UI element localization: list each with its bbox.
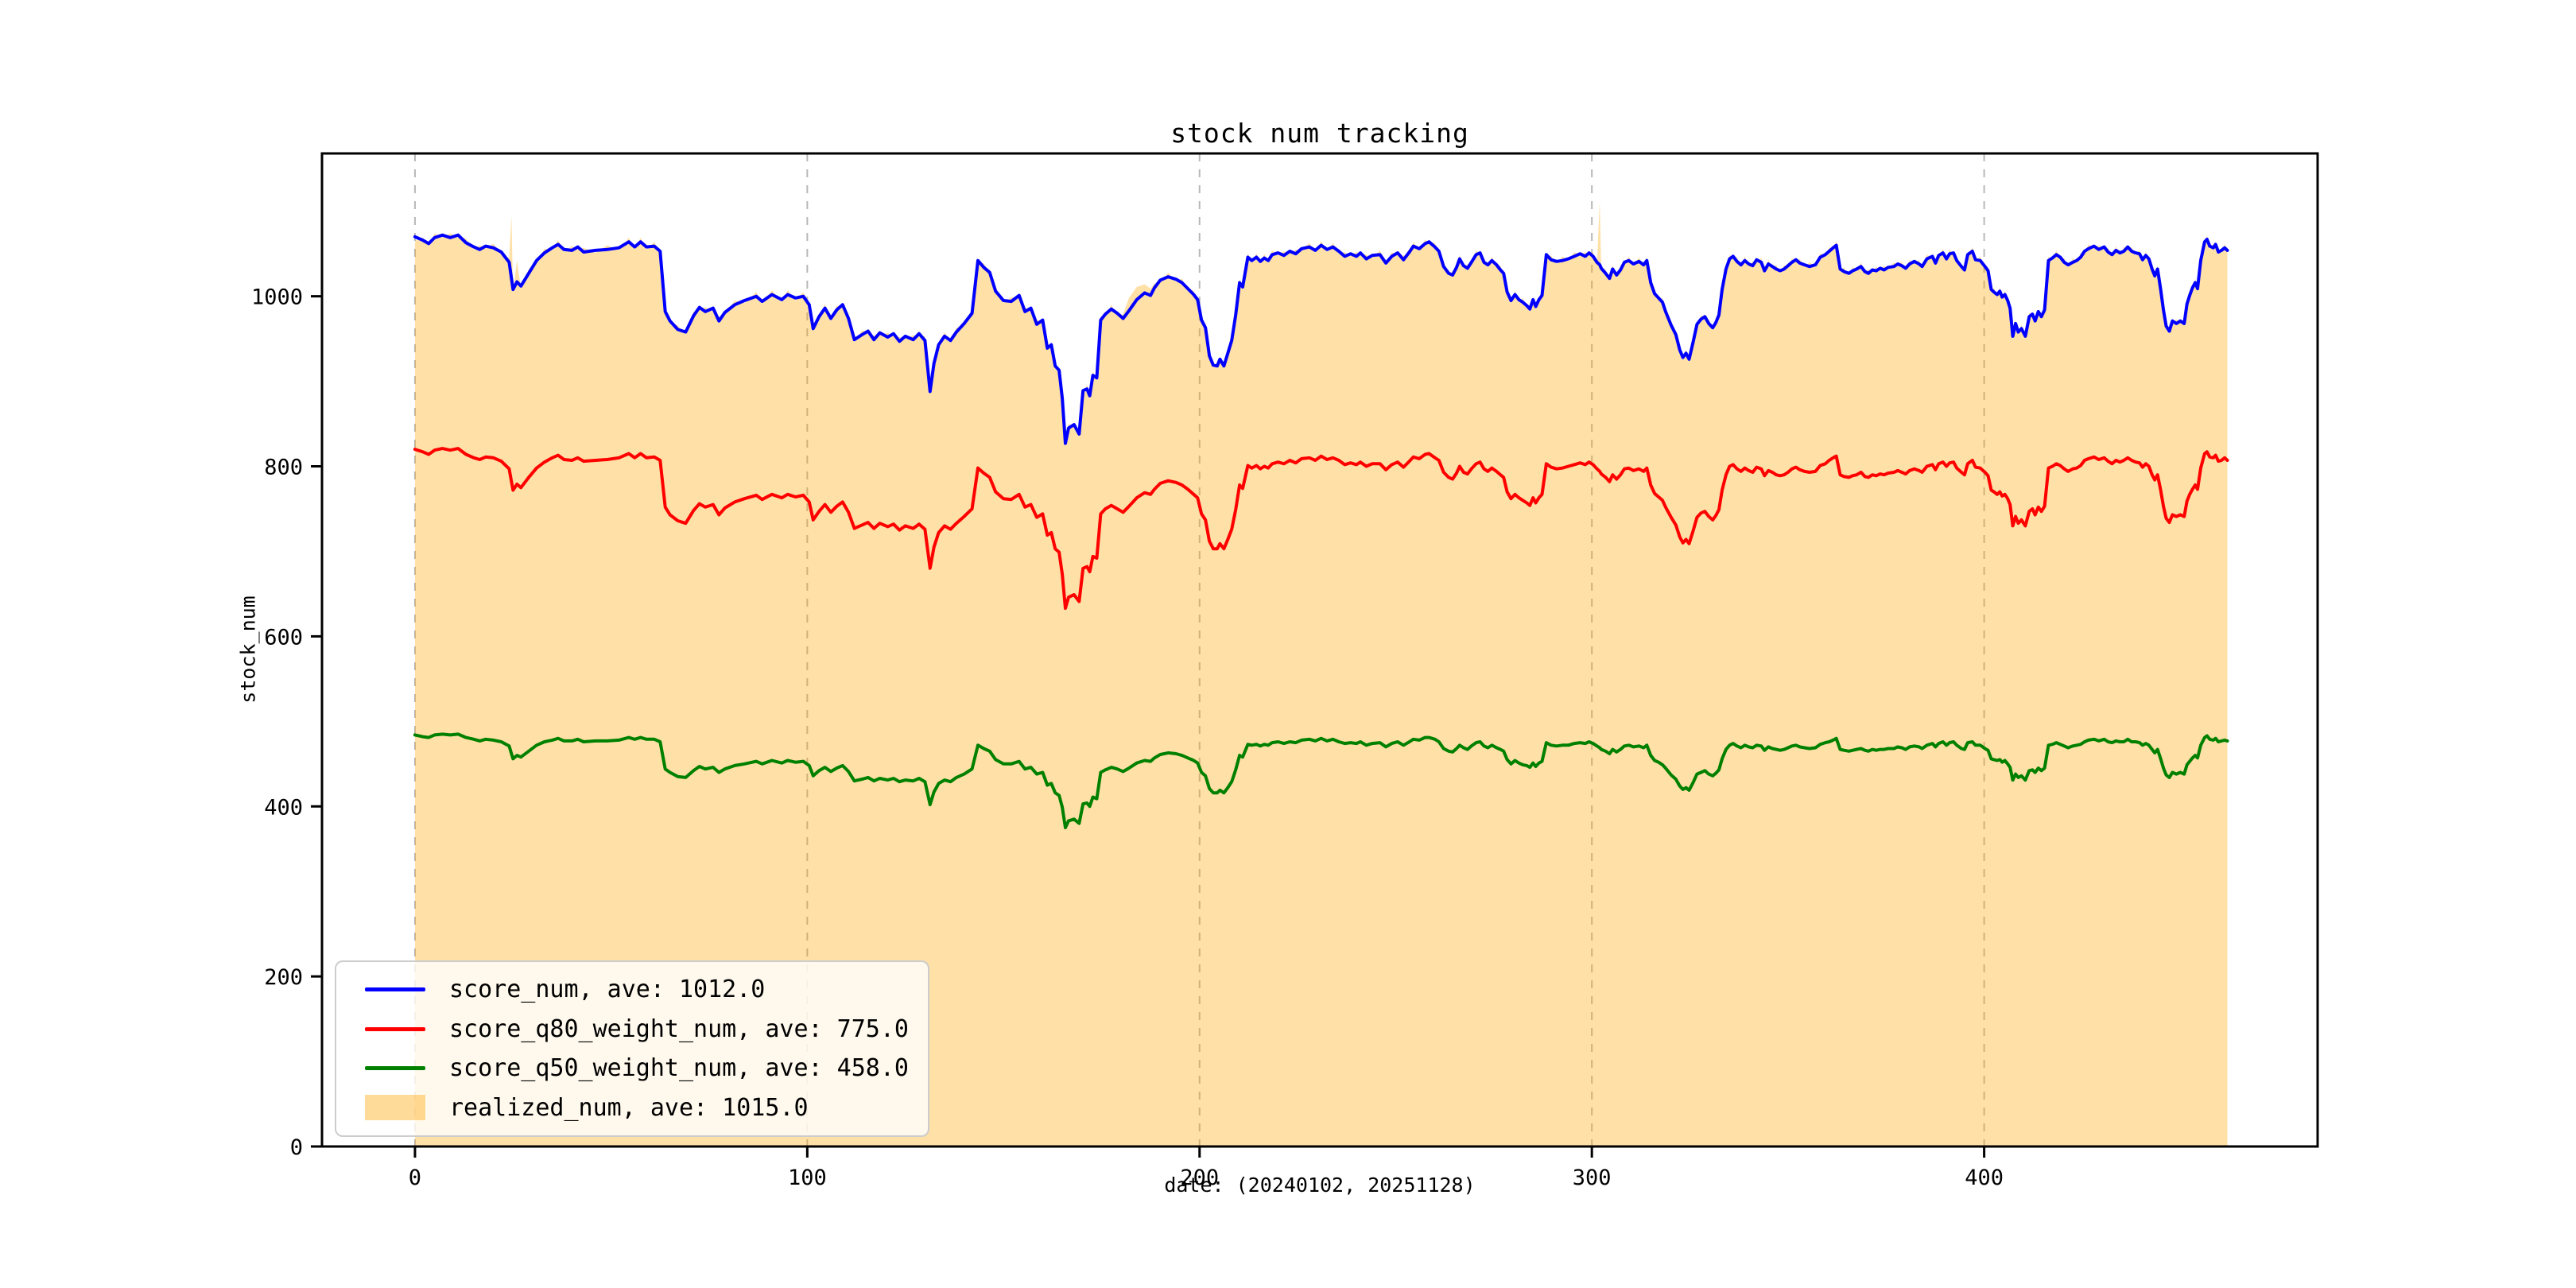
svg-text:600: 600 xyxy=(264,625,303,650)
legend-line-swatch xyxy=(365,1026,425,1031)
chart-title: stock num tracking xyxy=(1170,118,1469,149)
svg-text:800: 800 xyxy=(264,456,303,480)
score-num-line xyxy=(413,233,2229,445)
legend-label: score_q80_weight_num, ave: 775.0 xyxy=(449,1014,909,1043)
svg-text:400: 400 xyxy=(1965,1166,2004,1190)
svg-text:400: 400 xyxy=(264,795,303,820)
svg-text:300: 300 xyxy=(1573,1166,1612,1190)
axes-spines xyxy=(320,152,2319,1148)
svg-text:200: 200 xyxy=(1180,1166,1219,1190)
legend-item: score_num, ave: 1012.0 xyxy=(365,971,928,1009)
x-ticks: 0 100 200 300 400 xyxy=(409,1146,2004,1190)
legend-item: realized_num, ave: 1015.0 xyxy=(365,1088,928,1127)
legend-label: score_num, ave: 1012.0 xyxy=(449,976,766,1004)
legend-line-swatch xyxy=(365,1066,425,1071)
score-q80-line xyxy=(413,447,2229,611)
svg-text:1000: 1000 xyxy=(251,285,303,310)
legend-patch-swatch xyxy=(365,1095,425,1121)
score-q50-line xyxy=(413,732,2229,829)
realized-num-area xyxy=(414,200,2228,1147)
legend-line-swatch xyxy=(365,987,425,992)
legend-label: realized_num, ave: 1015.0 xyxy=(449,1093,809,1122)
legend-label: score_q50_weight_num, ave: 458.0 xyxy=(449,1054,909,1083)
svg-text:0: 0 xyxy=(409,1166,421,1190)
legend-item: score_q80_weight_num, ave: 775.0 xyxy=(365,1010,928,1048)
legend: score_num, ave: 1012.0 score_q80_weight_n… xyxy=(335,960,929,1137)
svg-text:200: 200 xyxy=(264,965,303,990)
legend-item: score_q50_weight_num, ave: 458.0 xyxy=(365,1049,928,1088)
y-axis-label: stock_num xyxy=(236,596,260,704)
svg-text:0: 0 xyxy=(290,1135,303,1160)
svg-text:100: 100 xyxy=(788,1166,827,1190)
y-ticks: 0 200 400 600 800 1000 xyxy=(251,285,322,1160)
x-axis-label: date: (20240102, 20251128) xyxy=(1164,1174,1476,1197)
